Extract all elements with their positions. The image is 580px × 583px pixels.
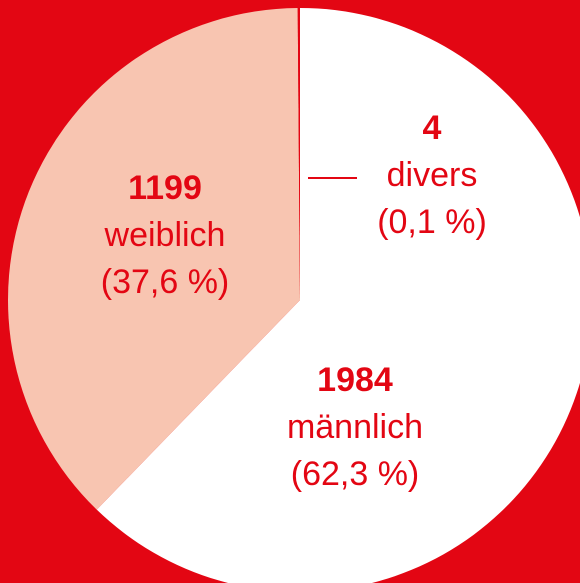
slice-count: 1984 [317, 361, 393, 399]
slice-count: 4 [423, 109, 442, 147]
slice-percent: (0,1 %) [377, 203, 487, 241]
pie [7, 8, 580, 583]
slice-count: 1199 [128, 169, 202, 207]
slice-name: divers [387, 156, 478, 194]
slice-name: weiblich [104, 216, 226, 254]
slice-name: männlich [287, 408, 423, 446]
slice-percent: (62,3 %) [291, 455, 420, 493]
pie-slice [7, 8, 300, 510]
pie-slice [297, 8, 300, 300]
labels: 1984 männlich (62,3 %) 1199 weiblich (37,6 %)… [101, 109, 487, 493]
slice-percent: (37,6 %) [101, 263, 230, 301]
pie-slice [96, 8, 580, 583]
